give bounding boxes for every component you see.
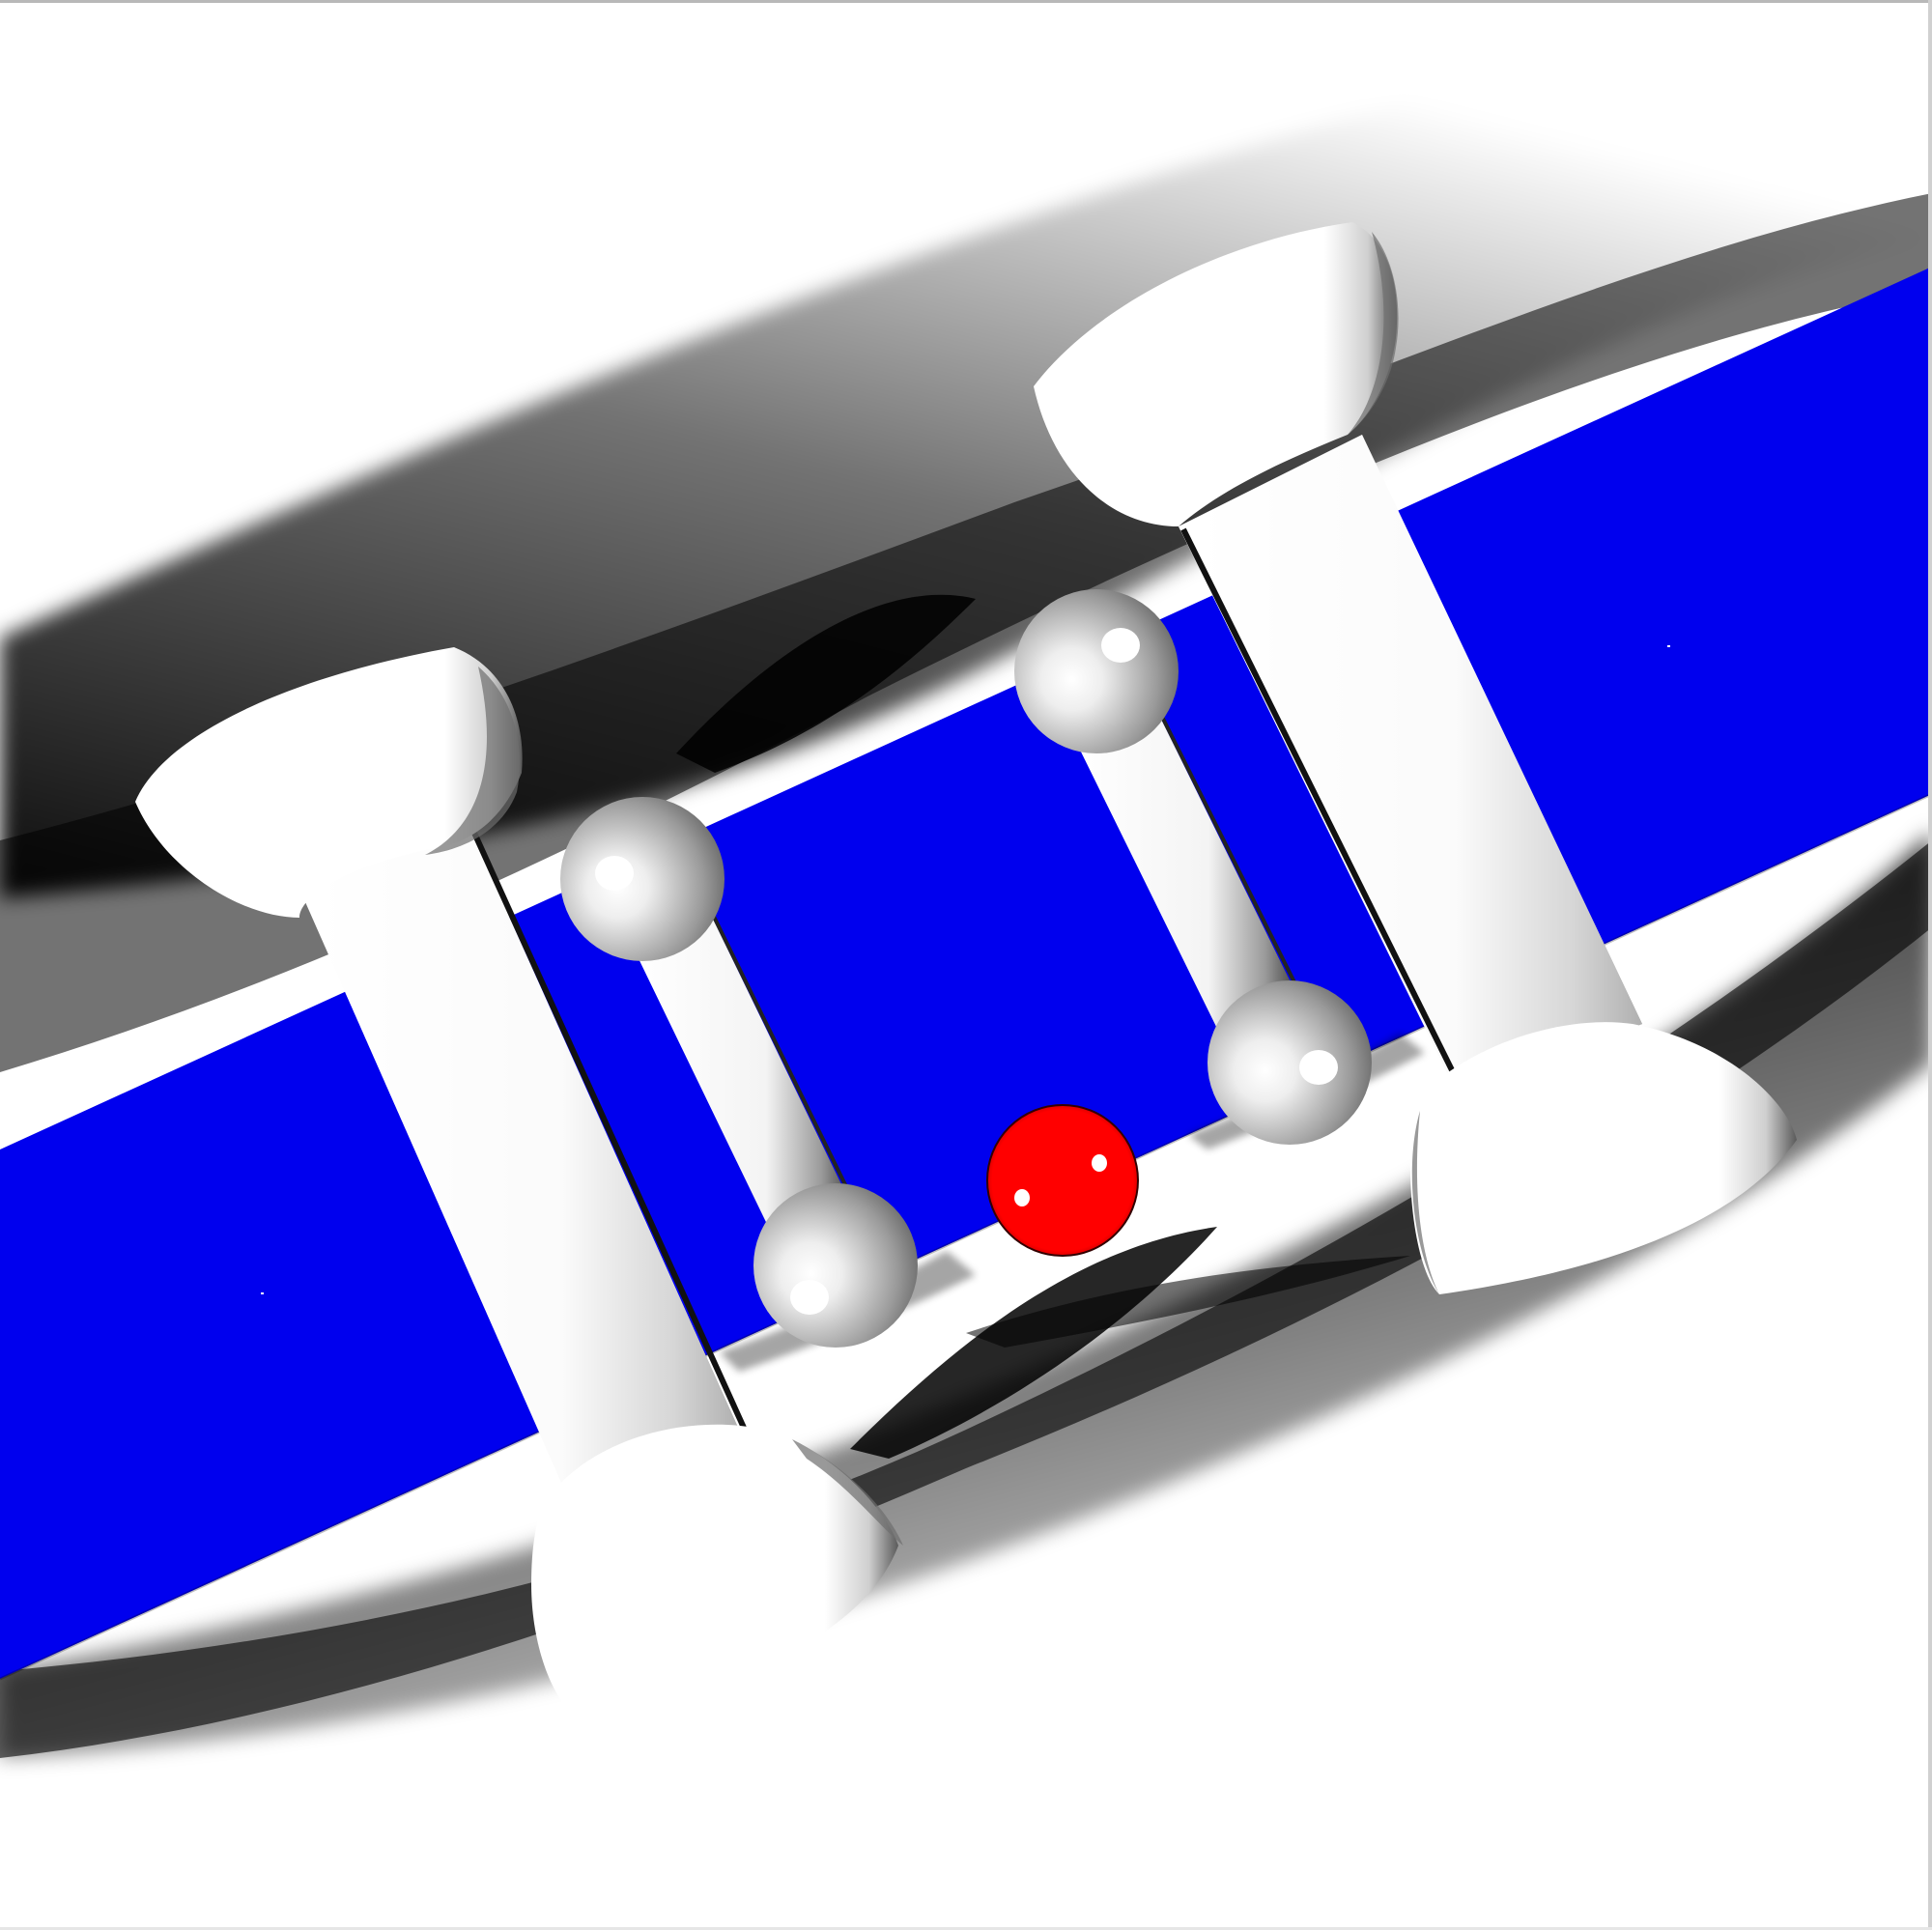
- large-spool-left: [135, 647, 903, 1719]
- shadow-lower: [0, 831, 1932, 1758]
- small-spool-right: [1014, 589, 1372, 1145]
- window-top-border: [0, 0, 1932, 3]
- large-spool-right: [1034, 222, 1797, 1294]
- small-spool-left: [560, 797, 918, 1348]
- band-edge: [0, 792, 1932, 1681]
- red-ball: [986, 1104, 1139, 1257]
- window-bottom-border: [0, 1927, 1932, 1930]
- window-right-border: [1928, 0, 1932, 1930]
- speck-right: [1667, 645, 1670, 647]
- speck-left: [261, 1292, 264, 1294]
